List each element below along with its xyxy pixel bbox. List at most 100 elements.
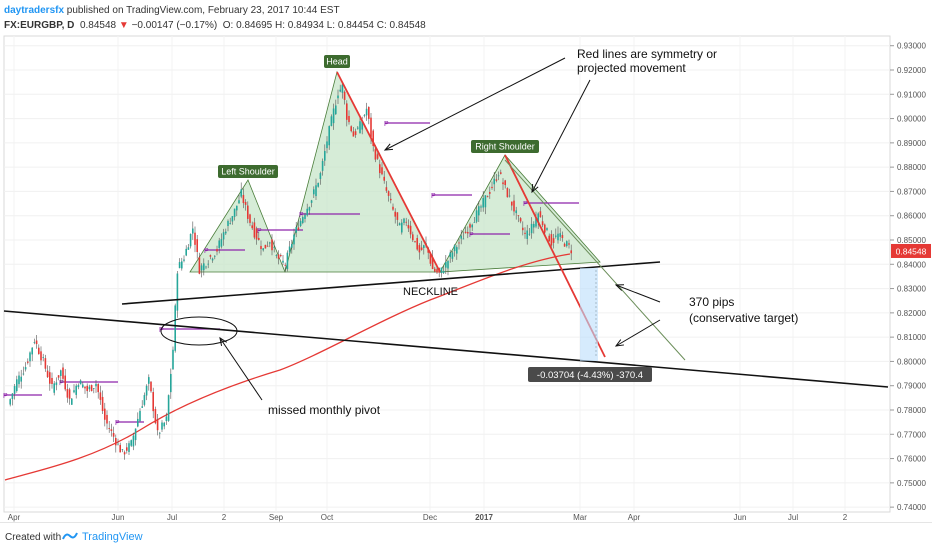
candle-body xyxy=(302,217,304,223)
candle-body xyxy=(363,115,366,117)
candle-body xyxy=(324,151,326,161)
candle-body xyxy=(346,103,348,120)
candle-body xyxy=(414,241,416,242)
candle-body xyxy=(242,194,245,204)
x-tick-label: Jul xyxy=(788,513,798,522)
candle-body xyxy=(286,252,289,270)
candle-body xyxy=(24,367,27,370)
candle-body xyxy=(526,230,528,239)
candle-body xyxy=(401,222,403,233)
author-link[interactable]: daytradersfx xyxy=(4,5,65,16)
candle-body xyxy=(385,187,388,191)
y-tick-label: 0.76000 xyxy=(897,455,926,464)
arrow-to-projection-target xyxy=(615,319,661,347)
candle-body xyxy=(530,223,533,234)
right-shoulder-label-bg xyxy=(471,140,539,153)
candle-body xyxy=(35,340,38,345)
candle-body xyxy=(77,385,80,388)
missed-pivot-circle xyxy=(160,316,238,346)
candle-body xyxy=(458,242,460,244)
candle-body xyxy=(220,239,223,247)
candle-body xyxy=(440,267,443,274)
x-tick-label: 2 xyxy=(222,513,227,522)
candle-body xyxy=(431,257,434,270)
conservative-projection-line xyxy=(504,159,686,361)
candle-body xyxy=(359,121,361,134)
candle-body xyxy=(550,234,553,246)
ohlc-values: O: 0.84695 H: 0.84934 L: 0.84454 C: 0.84… xyxy=(222,20,426,31)
candle-body xyxy=(253,222,256,238)
created-with-label: Created with xyxy=(5,532,62,543)
candle-body xyxy=(222,232,225,240)
pivot-marker: P xyxy=(59,380,64,387)
candle-body xyxy=(370,117,372,137)
arrow-to-neckline-target-head xyxy=(614,284,625,291)
head-label-bg xyxy=(324,55,350,68)
candle-body xyxy=(357,127,359,129)
candle-body xyxy=(200,265,203,271)
candle-body xyxy=(295,227,297,233)
x-tick-label: Apr xyxy=(628,513,641,522)
candle-body xyxy=(66,389,69,398)
chart-header: daytradersfx published on TradingView.co… xyxy=(0,0,932,36)
symbol-line: FX:EURGBP, D 0.84548 ▼ −0.00147 (−0.17%)… xyxy=(4,20,426,31)
candle-body xyxy=(44,358,47,369)
candle-body xyxy=(335,105,337,115)
candle-body xyxy=(506,188,509,198)
candle-body xyxy=(38,347,40,355)
candle-body xyxy=(64,375,66,390)
right-shoulder-shape xyxy=(439,154,601,273)
candle-body xyxy=(372,130,374,146)
symbol-label[interactable]: FX:EURGBP, D xyxy=(4,20,75,31)
candle-body xyxy=(75,385,77,395)
candle-body xyxy=(519,218,522,222)
candle-body xyxy=(249,214,251,223)
candle-body xyxy=(383,176,385,181)
candle-body xyxy=(570,250,572,254)
candle-body xyxy=(55,382,58,385)
left-shoulder-label-bg xyxy=(218,165,278,178)
candle-body xyxy=(152,392,154,412)
candle-body xyxy=(172,349,174,370)
candle-body xyxy=(97,384,99,393)
y-tick-label: 0.88000 xyxy=(897,163,926,172)
candle-body xyxy=(163,422,165,427)
x-tick-label: Dec xyxy=(423,513,437,522)
neckline xyxy=(121,261,661,305)
candle-body xyxy=(447,260,449,269)
candle-body xyxy=(176,273,179,311)
y-tick-label: 0.90000 xyxy=(897,115,926,124)
candle-body xyxy=(84,386,86,389)
candle-body xyxy=(132,435,135,447)
candle-body xyxy=(247,205,249,219)
candle-body xyxy=(227,220,229,226)
y-tick-label: 0.82000 xyxy=(897,309,926,318)
candle-body xyxy=(291,243,293,248)
candle-body xyxy=(99,392,102,400)
candle-body xyxy=(456,247,458,254)
candle-body xyxy=(255,228,258,240)
candle-body xyxy=(251,225,253,229)
candle-body xyxy=(27,361,29,363)
candle-body xyxy=(495,179,498,181)
candle-body xyxy=(60,370,62,376)
candle-body xyxy=(332,108,335,124)
candle-body xyxy=(387,191,390,196)
candle-body xyxy=(308,207,311,211)
candle-body xyxy=(497,175,500,177)
candle-body xyxy=(403,218,405,223)
candle-body xyxy=(218,240,220,249)
pivot-marker: P xyxy=(384,121,389,128)
candle-body xyxy=(352,131,355,137)
candle-body xyxy=(348,115,350,123)
candle-body xyxy=(203,263,205,271)
x-tick-label: Oct xyxy=(321,513,334,522)
y-tick-label: 0.74000 xyxy=(897,503,926,512)
candle-body xyxy=(482,197,484,208)
candle-body xyxy=(71,398,73,405)
candle-body xyxy=(354,131,357,135)
candle-body xyxy=(343,91,346,100)
candle-body xyxy=(121,449,124,451)
tradingview-brand[interactable]: TradingView xyxy=(82,531,143,543)
